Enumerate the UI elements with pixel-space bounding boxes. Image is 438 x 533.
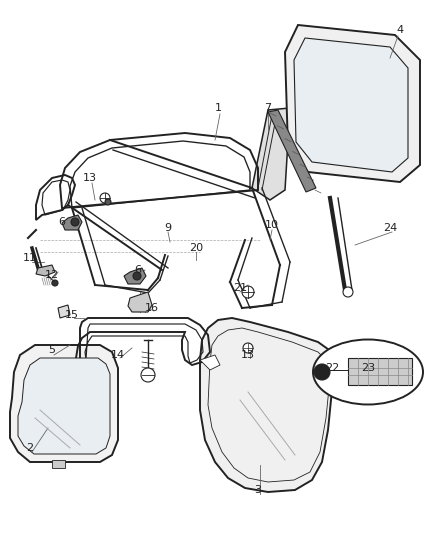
Text: 4: 4 bbox=[396, 25, 403, 35]
Circle shape bbox=[100, 193, 110, 203]
Text: 5: 5 bbox=[49, 345, 56, 355]
Polygon shape bbox=[52, 460, 65, 468]
Polygon shape bbox=[36, 265, 55, 276]
Text: 21: 21 bbox=[233, 283, 247, 293]
Text: 2: 2 bbox=[26, 443, 34, 453]
Text: 11: 11 bbox=[23, 253, 37, 263]
Polygon shape bbox=[348, 358, 412, 385]
Text: 22: 22 bbox=[325, 363, 339, 373]
Polygon shape bbox=[10, 345, 118, 462]
Polygon shape bbox=[268, 110, 316, 192]
Text: 20: 20 bbox=[189, 243, 203, 253]
Polygon shape bbox=[128, 292, 152, 312]
Polygon shape bbox=[252, 108, 290, 200]
Circle shape bbox=[242, 286, 254, 298]
Ellipse shape bbox=[313, 340, 423, 405]
Polygon shape bbox=[124, 268, 146, 284]
Text: 13: 13 bbox=[83, 173, 97, 183]
Text: 6: 6 bbox=[59, 217, 66, 227]
Polygon shape bbox=[18, 358, 110, 454]
Circle shape bbox=[343, 287, 353, 297]
Text: 24: 24 bbox=[383, 223, 397, 233]
Circle shape bbox=[141, 368, 155, 382]
Text: 6: 6 bbox=[134, 265, 141, 275]
Circle shape bbox=[105, 199, 111, 205]
Text: 7: 7 bbox=[265, 103, 272, 113]
Polygon shape bbox=[200, 318, 335, 492]
Text: 13: 13 bbox=[241, 350, 255, 360]
Text: 23: 23 bbox=[361, 363, 375, 373]
Circle shape bbox=[71, 218, 79, 226]
Text: 1: 1 bbox=[215, 103, 222, 113]
Polygon shape bbox=[294, 38, 408, 172]
Polygon shape bbox=[62, 215, 82, 230]
Text: 14: 14 bbox=[111, 350, 125, 360]
Circle shape bbox=[133, 272, 141, 280]
Text: 15: 15 bbox=[65, 310, 79, 320]
Circle shape bbox=[52, 280, 58, 286]
Circle shape bbox=[314, 364, 330, 380]
Text: 10: 10 bbox=[265, 220, 279, 230]
Circle shape bbox=[243, 343, 253, 353]
Polygon shape bbox=[285, 25, 420, 182]
Text: 9: 9 bbox=[164, 223, 172, 233]
Polygon shape bbox=[58, 305, 70, 318]
Text: 12: 12 bbox=[45, 270, 59, 280]
Text: 16: 16 bbox=[145, 303, 159, 313]
Polygon shape bbox=[200, 355, 220, 370]
Text: 3: 3 bbox=[254, 485, 261, 495]
